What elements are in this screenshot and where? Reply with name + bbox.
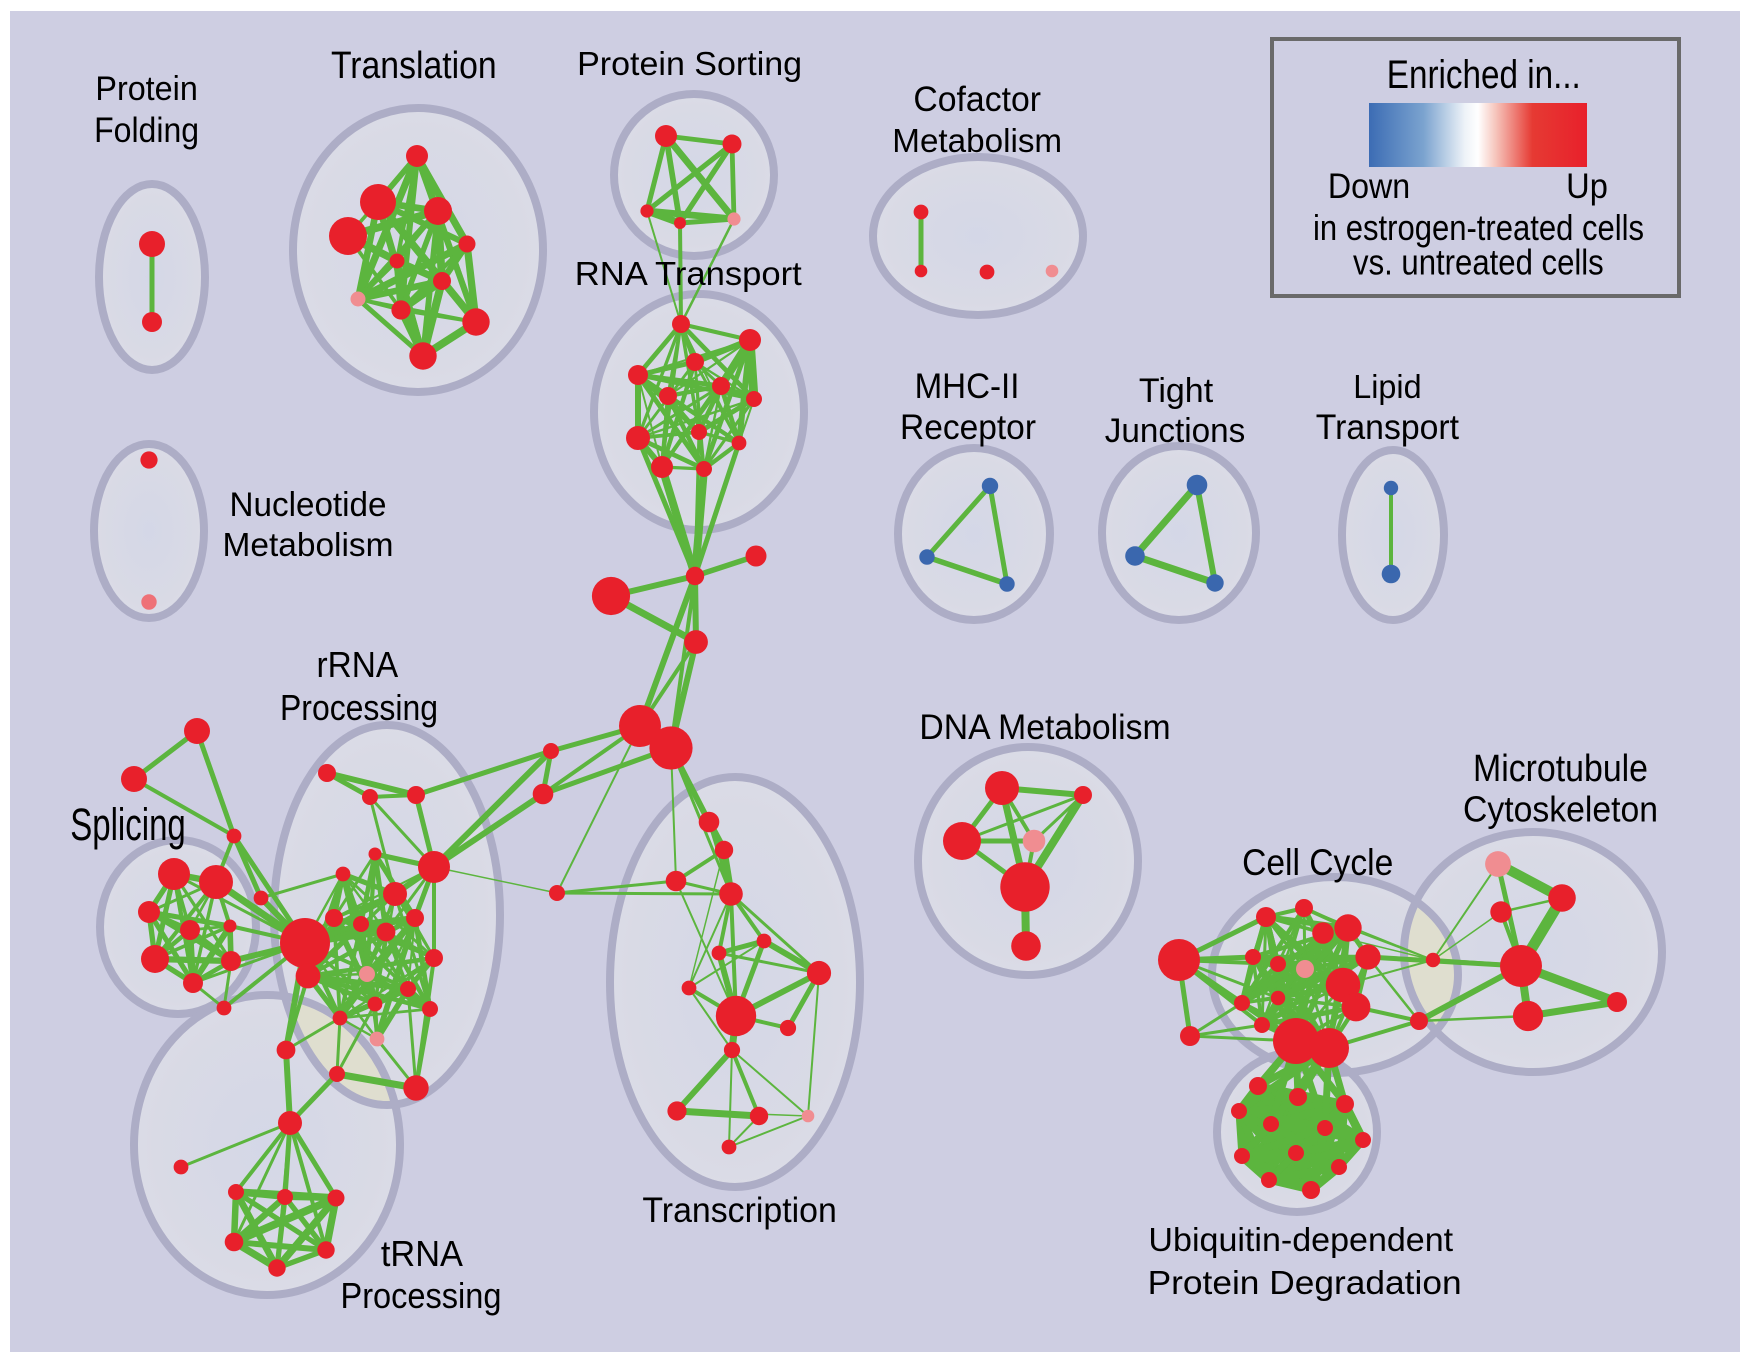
svg-text:Down: Down xyxy=(1328,167,1410,206)
svg-text:Up: Up xyxy=(1566,167,1608,206)
svg-text:Metabolism: Metabolism xyxy=(223,527,394,564)
svg-text:Junctions: Junctions xyxy=(1105,412,1246,450)
svg-text:MHC-II: MHC-II xyxy=(915,367,1020,406)
svg-text:Transcription: Transcription xyxy=(642,1190,836,1230)
svg-text:Processing: Processing xyxy=(341,1275,502,1316)
svg-text:Protein Sorting: Protein Sorting xyxy=(577,46,802,83)
svg-text:Cell Cycle: Cell Cycle xyxy=(1242,842,1393,883)
svg-text:Ubiquitin-dependent: Ubiquitin-dependent xyxy=(1148,1222,1453,1259)
svg-text:tRNA: tRNA xyxy=(381,1234,463,1274)
svg-text:Tight: Tight xyxy=(1139,372,1214,410)
svg-text:Folding: Folding xyxy=(94,111,199,150)
svg-text:Cofactor: Cofactor xyxy=(913,79,1041,119)
svg-text:vs. untreated cells: vs. untreated cells xyxy=(1353,242,1604,283)
svg-text:Transport: Transport xyxy=(1316,408,1460,447)
svg-text:DNA Metabolism: DNA Metabolism xyxy=(919,708,1170,747)
svg-text:Nucleotide: Nucleotide xyxy=(230,486,387,524)
svg-text:rRNA: rRNA xyxy=(316,644,398,685)
svg-text:Microtubule: Microtubule xyxy=(1473,747,1648,789)
svg-text:Protein Degradation: Protein Degradation xyxy=(1148,1265,1462,1302)
svg-text:in estrogen-treated cells: in estrogen-treated cells xyxy=(1313,207,1644,248)
svg-text:Protein: Protein xyxy=(95,70,197,108)
svg-text:Enriched in...: Enriched in... xyxy=(1387,53,1581,97)
svg-text:Receptor: Receptor xyxy=(900,408,1036,447)
svg-text:Splicing: Splicing xyxy=(70,799,186,850)
svg-text:Metabolism: Metabolism xyxy=(892,122,1062,159)
svg-text:RNA Transport: RNA Transport xyxy=(575,255,802,292)
svg-text:Lipid: Lipid xyxy=(1353,369,1421,406)
svg-text:Translation: Translation xyxy=(331,44,497,87)
svg-text:Processing: Processing xyxy=(280,687,438,728)
svg-text:Cytoskeleton: Cytoskeleton xyxy=(1463,789,1658,830)
